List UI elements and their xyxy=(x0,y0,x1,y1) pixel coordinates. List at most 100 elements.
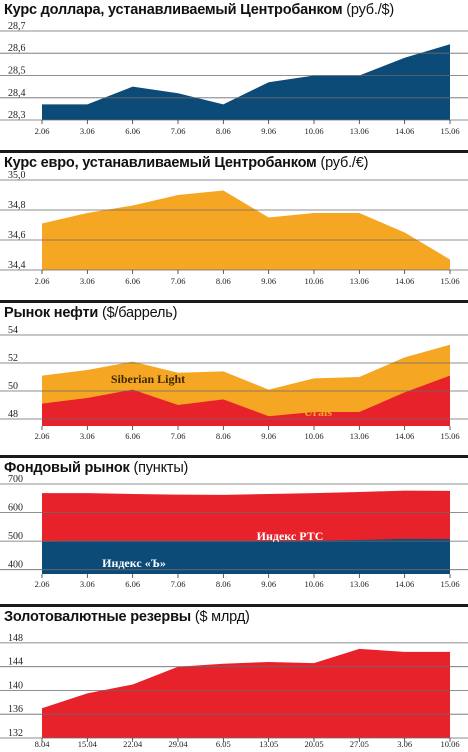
y-tick-label: 50 xyxy=(8,381,18,392)
x-tick-label: 9.06 xyxy=(261,579,276,589)
panel-reserves: Золотовалютные резервы ($ млрд) 148 144 14… xyxy=(0,607,468,752)
y-tick-label: 136 xyxy=(8,704,23,715)
panel-title: Курс доллара, устанавливаемый Центробанк… xyxy=(4,2,394,18)
x-tick-label: 10.06 xyxy=(440,739,459,749)
chart-unit: ($ млрд) xyxy=(194,609,250,625)
series-label: Urals xyxy=(304,405,332,419)
x-tick-label: 2.06 xyxy=(35,276,50,286)
x-tick-label: 15.06 xyxy=(440,126,459,136)
x-tick-label: 15.06 xyxy=(440,431,459,441)
y-tick-label: 28,3 xyxy=(8,110,26,121)
x-tick-label: 3.06 xyxy=(80,276,95,286)
x-tick-label: 14.06 xyxy=(395,579,414,589)
y-tick-label: 34,4 xyxy=(8,260,26,271)
x-tick-label: 6.06 xyxy=(125,126,140,136)
panel-oil-market: Рынок нефти ($/баррель) 54 52 50 48 2.06 3.06… xyxy=(0,303,468,455)
x-tick-label: 8.06 xyxy=(216,276,231,286)
x-tick-label: 10.06 xyxy=(304,579,323,589)
separator xyxy=(0,300,468,303)
x-tick-label: 8.06 xyxy=(216,431,231,441)
x-tick-label: 8.04 xyxy=(35,739,51,749)
x-tick-label: 9.06 xyxy=(261,276,276,286)
y-tick-label: 34,6 xyxy=(8,230,26,241)
y-tick-label: 28,4 xyxy=(8,88,26,99)
chart-stocks: 700 600 500 400 2.06 3.06 6.06 7.06 8.06 9.06 10.0… xyxy=(0,474,468,589)
chart-unit: (руб./$) xyxy=(346,2,395,18)
separator xyxy=(0,455,468,458)
x-tick-label: 2.06 xyxy=(35,431,50,441)
x-tick-label: 3.06 xyxy=(80,126,95,136)
series-area-1 xyxy=(42,375,450,426)
chart-oil: 54 52 50 48 2.06 3.06 6.06 7.06 8.06 9.06 10.06 13.… xyxy=(0,325,468,441)
chart-reserves: 148 144 140 136 132 8.04 15.04 22.04 29.04 6.05 13… xyxy=(0,633,468,749)
x-tick-label: 15.06 xyxy=(440,579,459,589)
x-tick-label: 13.06 xyxy=(350,126,369,136)
separator xyxy=(0,604,468,607)
y-tick-label: 48 xyxy=(8,409,18,420)
x-tick-label: 13.06 xyxy=(350,579,369,589)
x-tick-label: 14.06 xyxy=(395,431,414,441)
series-label: Siberian Light xyxy=(111,372,185,386)
panel-usd-rate: Курс доллара, устанавливаемый Центробанк… xyxy=(0,0,468,150)
x-tick-label: 27.05 xyxy=(350,739,369,749)
y-tick-label: 28,7 xyxy=(8,21,26,32)
y-tick-label: 600 xyxy=(8,503,23,514)
chart-eur: 35,0 34,8 34,6 34,4 2.06 3.06 6.06 7.06 8.06 9.06… xyxy=(0,170,468,286)
x-tick-label: 7.06 xyxy=(171,276,186,286)
chart-unit: (руб./€) xyxy=(320,155,369,171)
x-tick-label: 7.06 xyxy=(171,126,186,136)
x-tick-label: 8.06 xyxy=(216,579,231,589)
y-tick-label: 700 xyxy=(8,474,23,485)
series-area-0 xyxy=(42,648,450,738)
x-tick-label: 7.06 xyxy=(171,579,186,589)
x-tick-label: 10.06 xyxy=(304,126,323,136)
y-tick-label: 132 xyxy=(8,728,23,739)
x-tick-label: 3.06 xyxy=(80,431,95,441)
x-tick-label: 14.06 xyxy=(395,126,414,136)
x-tick-label: 29.04 xyxy=(168,739,188,749)
series-label: Индекс РТС xyxy=(257,529,324,543)
panel-title: Золотовалютные резервы ($ млрд) xyxy=(4,609,250,625)
chart-title: Рынок нефти xyxy=(4,305,99,321)
separator xyxy=(0,150,468,153)
panel-title: Рынок нефти ($/баррель) xyxy=(4,305,177,321)
x-tick-label: 9.06 xyxy=(261,431,276,441)
x-tick-label: 3.06 xyxy=(80,579,95,589)
y-tick-label: 148 xyxy=(8,633,23,644)
chart-unit: (пункты) xyxy=(133,460,189,476)
y-tick-label: 35,0 xyxy=(8,170,26,181)
x-tick-label: 2.06 xyxy=(35,126,50,136)
y-tick-label: 52 xyxy=(8,353,18,364)
x-tick-label: 2.06 xyxy=(35,579,50,589)
x-tick-label: 7.06 xyxy=(171,431,186,441)
x-tick-label: 8.06 xyxy=(216,126,231,136)
x-tick-label: 20.05 xyxy=(304,739,323,749)
chart-usd: 28,7 28,6 28,5 28,4 28,3 2.06 3.06 6.06 7.06 8.06… xyxy=(0,21,468,136)
panel-title: Курс евро, устанавливаемый Центробанком … xyxy=(4,155,368,171)
x-tick-label: 6.06 xyxy=(125,276,140,286)
chart-title: Золотовалютные резервы xyxy=(4,609,191,625)
y-tick-label: 54 xyxy=(8,325,18,336)
y-tick-label: 500 xyxy=(8,531,23,542)
x-tick-label: 14.06 xyxy=(395,276,414,286)
x-tick-label: 15.04 xyxy=(78,739,98,749)
series-label: Индекс «Ъ» xyxy=(102,556,166,570)
chart-unit: ($/баррель) xyxy=(101,305,178,321)
y-tick-label: 28,6 xyxy=(8,43,26,54)
x-tick-label: 3.06 xyxy=(397,739,412,749)
x-tick-label: 9.06 xyxy=(261,126,276,136)
panel-title: Фондовый рынок (пункты) xyxy=(4,460,188,476)
series-area-1 xyxy=(42,538,450,574)
x-tick-label: 13.06 xyxy=(350,431,369,441)
x-tick-label: 6.06 xyxy=(125,431,140,441)
y-tick-label: 144 xyxy=(8,657,23,668)
x-tick-label: 10.06 xyxy=(304,431,323,441)
series-area-0 xyxy=(42,190,450,270)
panel-stock-market: Фондовый рынок (пункты) 700 600 500 400 2.06… xyxy=(0,458,468,604)
series-area-0 xyxy=(42,44,450,120)
y-tick-label: 400 xyxy=(8,560,23,571)
x-tick-label: 6.05 xyxy=(216,739,231,749)
x-tick-label: 15.06 xyxy=(440,276,459,286)
y-tick-label: 34,8 xyxy=(8,200,26,211)
